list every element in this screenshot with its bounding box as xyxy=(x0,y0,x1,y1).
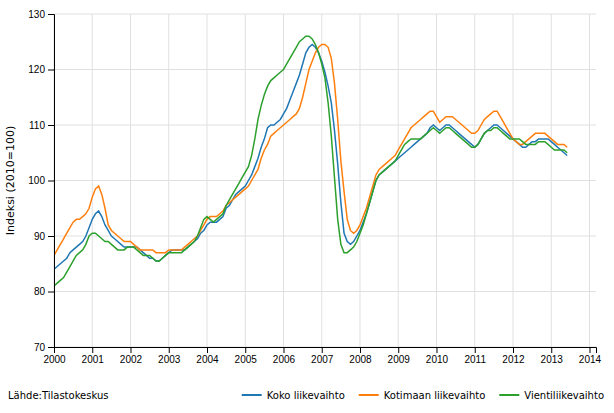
grid-line-y xyxy=(54,236,596,237)
y-tick-label: 70 xyxy=(34,342,46,353)
y-tick-mark xyxy=(48,70,54,71)
y-axis: 70 80 90 100 110 120 130 xyxy=(28,9,54,353)
y-tick: 70 xyxy=(34,342,54,353)
x-tick: 2000 xyxy=(43,347,66,365)
series-line xyxy=(54,45,567,256)
x-tick: 2004 xyxy=(196,347,219,365)
x-tick: 2008 xyxy=(349,347,372,365)
x-tick-mark xyxy=(436,347,437,353)
x-tick-label: 2006 xyxy=(273,354,296,365)
x-tick-mark xyxy=(589,347,590,353)
x-tick-label: 2014 xyxy=(579,354,602,365)
y-tick-mark xyxy=(48,347,54,348)
y-axis-line xyxy=(48,15,55,348)
y-tick-mark xyxy=(48,14,54,15)
x-tick-label: 2001 xyxy=(82,354,105,365)
y-tick: 100 xyxy=(28,175,54,186)
x-tick: 2012 xyxy=(502,347,525,365)
x-tick-mark xyxy=(360,347,361,353)
x-tick: 2010 xyxy=(426,347,449,365)
x-tick: 2001 xyxy=(82,347,105,365)
x-tick-mark xyxy=(513,347,514,353)
grid-line-y xyxy=(54,125,596,126)
x-tick-label: 2010 xyxy=(426,354,449,365)
y-tick-mark xyxy=(48,236,54,237)
x-tick-mark xyxy=(398,347,399,353)
x-tick-label: 2004 xyxy=(196,354,219,365)
y-tick: 80 xyxy=(34,286,54,297)
y-tick: 90 xyxy=(34,231,54,242)
legend-swatch xyxy=(359,394,379,396)
x-tick-label: 2012 xyxy=(502,354,525,365)
y-tick-label: 100 xyxy=(28,175,45,186)
x-tick-label: 2003 xyxy=(158,354,181,365)
x-tick-mark xyxy=(551,347,552,353)
legend-item: Koko liikevaihto xyxy=(242,390,345,401)
y-tick: 130 xyxy=(28,9,54,20)
x-tick: 2005 xyxy=(235,347,258,365)
y-tick-label: 80 xyxy=(34,286,46,297)
x-tick: 2014 xyxy=(579,347,602,365)
x-tick-label: 2002 xyxy=(120,354,143,365)
grid-line-y xyxy=(54,180,596,181)
legend-swatch xyxy=(499,394,519,396)
y-tick: 120 xyxy=(28,64,54,75)
x-tick-mark xyxy=(475,347,476,353)
x-tick-mark xyxy=(130,347,131,353)
x-tick-label: 2000 xyxy=(43,354,66,365)
grid-line-y xyxy=(54,291,596,292)
plot: 2000 2001 2002 2003 2004 2005 2006 2007 2008 2009… xyxy=(4,9,602,365)
y-tick-mark xyxy=(48,292,54,293)
series-line xyxy=(54,36,567,286)
y-tick-label: 90 xyxy=(34,231,46,242)
x-tick: 2013 xyxy=(541,347,564,365)
x-tick-label: 2008 xyxy=(349,354,372,365)
x-tick: 2006 xyxy=(273,347,296,365)
y-tick-label: 130 xyxy=(28,9,45,20)
x-tick-label: 2009 xyxy=(388,354,411,365)
x-tick-label: 2007 xyxy=(311,354,334,365)
x-tick: 2003 xyxy=(158,347,181,365)
x-tick-mark xyxy=(322,347,323,353)
chart: 2000 2001 2002 2003 2004 2005 2006 2007 2008 2009… xyxy=(0,0,614,413)
y-tick: 110 xyxy=(29,120,54,131)
x-axis: 2000 2001 2002 2003 2004 2005 2006 2007 2008 2009… xyxy=(43,347,601,365)
y-tick-mark xyxy=(48,181,54,182)
legend-label: Koko liikevaihto xyxy=(267,390,345,401)
x-tick-mark xyxy=(207,347,208,353)
x-tick: 2009 xyxy=(388,347,411,365)
x-tick: 2011 xyxy=(464,347,486,365)
y-tick-label: 120 xyxy=(28,64,45,75)
grid-line-y xyxy=(54,14,596,15)
legend-label: Vientiliikevaihto xyxy=(524,390,604,401)
x-tick-mark xyxy=(245,347,246,353)
lines xyxy=(54,36,567,286)
annotation: Lähde:Tilastokeskus xyxy=(8,390,108,401)
y-axis-label: Indeksi (2010=100) xyxy=(4,126,17,235)
grid xyxy=(54,14,596,347)
x-tick-mark xyxy=(283,347,284,353)
x-tick: 2002 xyxy=(120,347,143,365)
legend-item: Kotimaan liikevaihto xyxy=(359,390,486,401)
legend-label: Kotimaan liikevaihto xyxy=(384,390,486,401)
y-tick-label: 110 xyxy=(29,120,45,131)
x-tick-label: 2011 xyxy=(464,354,486,365)
x-tick-mark xyxy=(92,347,93,353)
x-tick-label: 2005 xyxy=(235,354,258,365)
x-axis-line xyxy=(55,348,597,354)
x-tick: 2007 xyxy=(311,347,334,365)
legend-item: Vientiliikevaihto xyxy=(499,390,604,401)
x-tick-label: 2013 xyxy=(541,354,564,365)
legend-swatch xyxy=(242,394,262,396)
x-tick-mark xyxy=(169,347,170,353)
y-tick-mark xyxy=(48,125,54,126)
series-line xyxy=(54,45,567,270)
legend: Koko liikevaihto Kotimaan liikevaihto Vien… xyxy=(242,390,604,401)
